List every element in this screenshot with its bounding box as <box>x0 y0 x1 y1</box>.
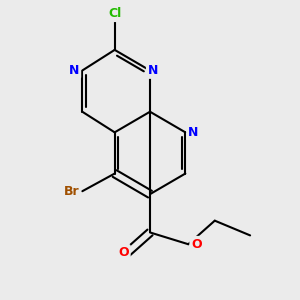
Text: N: N <box>148 64 158 77</box>
Text: O: O <box>191 238 202 251</box>
Text: N: N <box>188 126 199 139</box>
Text: O: O <box>118 246 129 259</box>
Text: N: N <box>69 64 79 77</box>
Text: Cl: Cl <box>108 7 121 20</box>
Text: Br: Br <box>64 185 79 198</box>
